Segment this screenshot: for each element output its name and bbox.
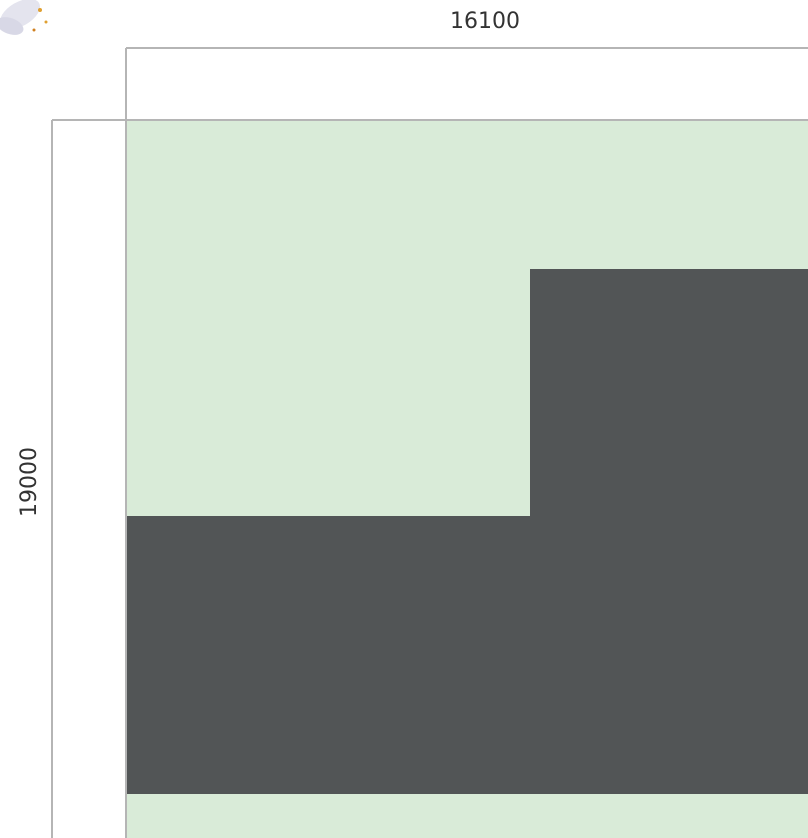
- width-label: 16100: [450, 9, 520, 34]
- page: 16100 19000 (() => { const data = JSON.p…: [0, 0, 808, 838]
- dark-block: [530, 269, 808, 794]
- flower-decoration: [0, 0, 47, 38]
- height-label: 19000: [17, 447, 42, 517]
- floor-plan: 16100 19000: [0, 0, 808, 838]
- dark-block: [126, 516, 531, 794]
